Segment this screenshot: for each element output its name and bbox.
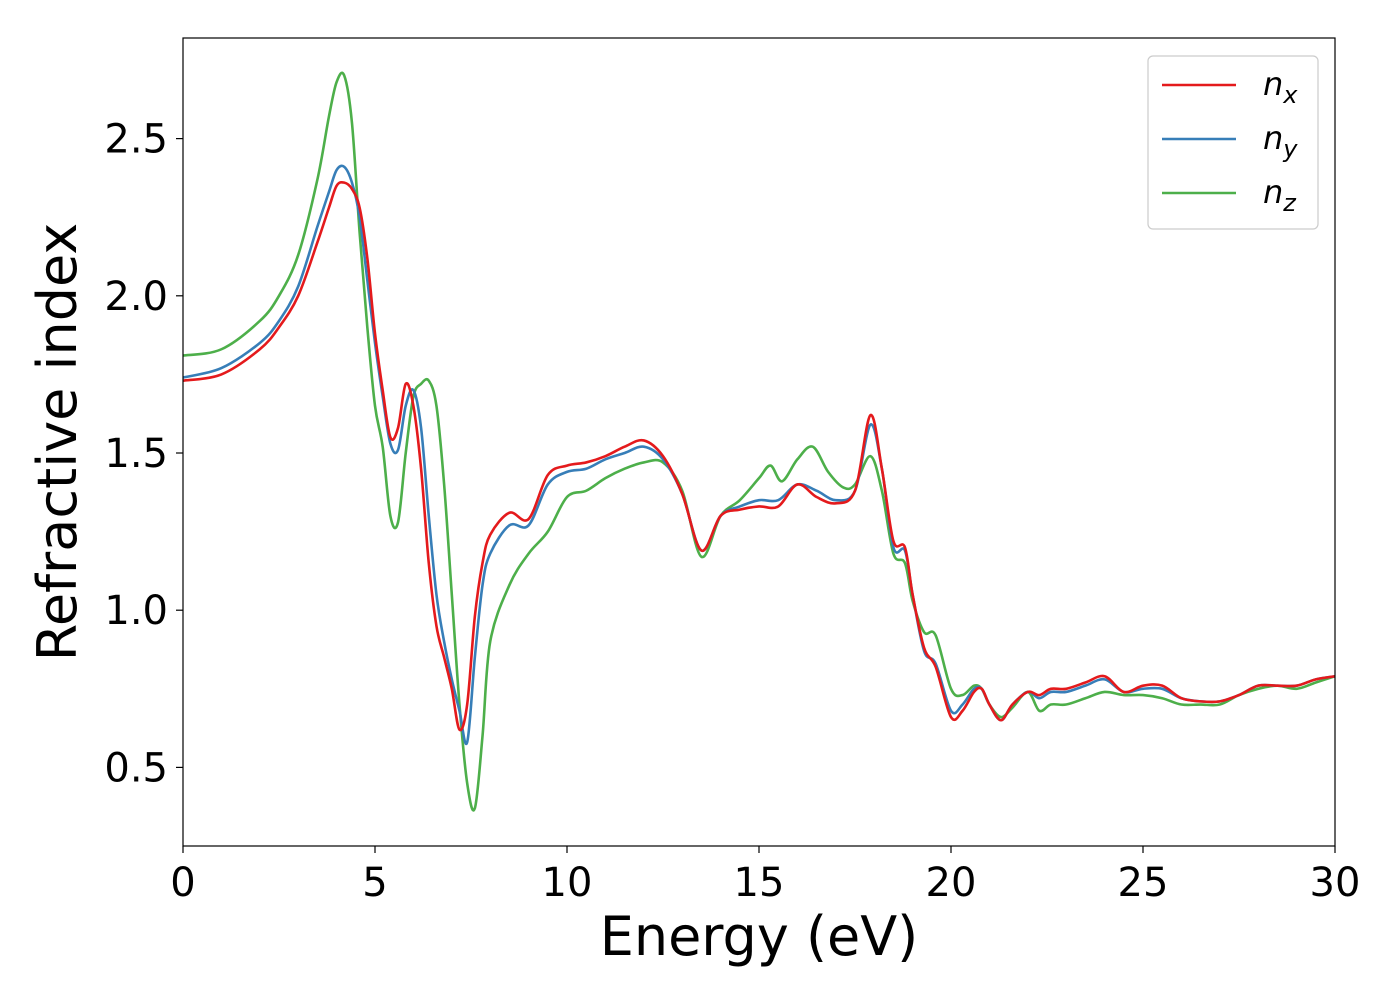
y-axis-ticks: 0.5 1.0 1.5 2.0 2.5 xyxy=(104,117,183,791)
legend-label-z: nz xyxy=(1263,173,1297,217)
x-tick-label: 25 xyxy=(1118,860,1169,906)
y-axis-label: Refractive index xyxy=(26,223,89,662)
y-tick-label: 0.5 xyxy=(104,745,168,791)
legend-label-y: ny xyxy=(1263,119,1298,163)
y-tick-label: 1.0 xyxy=(104,588,168,634)
series-line-x xyxy=(182,180,1336,732)
x-tick-label: 20 xyxy=(926,860,977,906)
legend: nx ny nz xyxy=(1147,55,1319,230)
x-tick-label: 15 xyxy=(734,860,785,906)
x-tick-label: 5 xyxy=(362,860,387,906)
x-tick-label: 0 xyxy=(170,860,195,906)
legend-box xyxy=(1147,55,1319,230)
y-tick-label: 1.5 xyxy=(104,431,168,477)
x-axis-ticks: 0 5 10 15 20 25 30 xyxy=(170,846,1360,906)
series-layer xyxy=(182,71,1336,812)
y-tick-label: 2.5 xyxy=(104,117,168,163)
plot-background xyxy=(183,38,1335,846)
legend-label-x: nx xyxy=(1263,65,1298,109)
x-tick-label: 10 xyxy=(542,860,593,906)
x-tick-label: 30 xyxy=(1310,860,1361,906)
y-tick-label: 2.0 xyxy=(104,274,168,320)
x-axis-label: Energy (eV) xyxy=(600,905,919,968)
